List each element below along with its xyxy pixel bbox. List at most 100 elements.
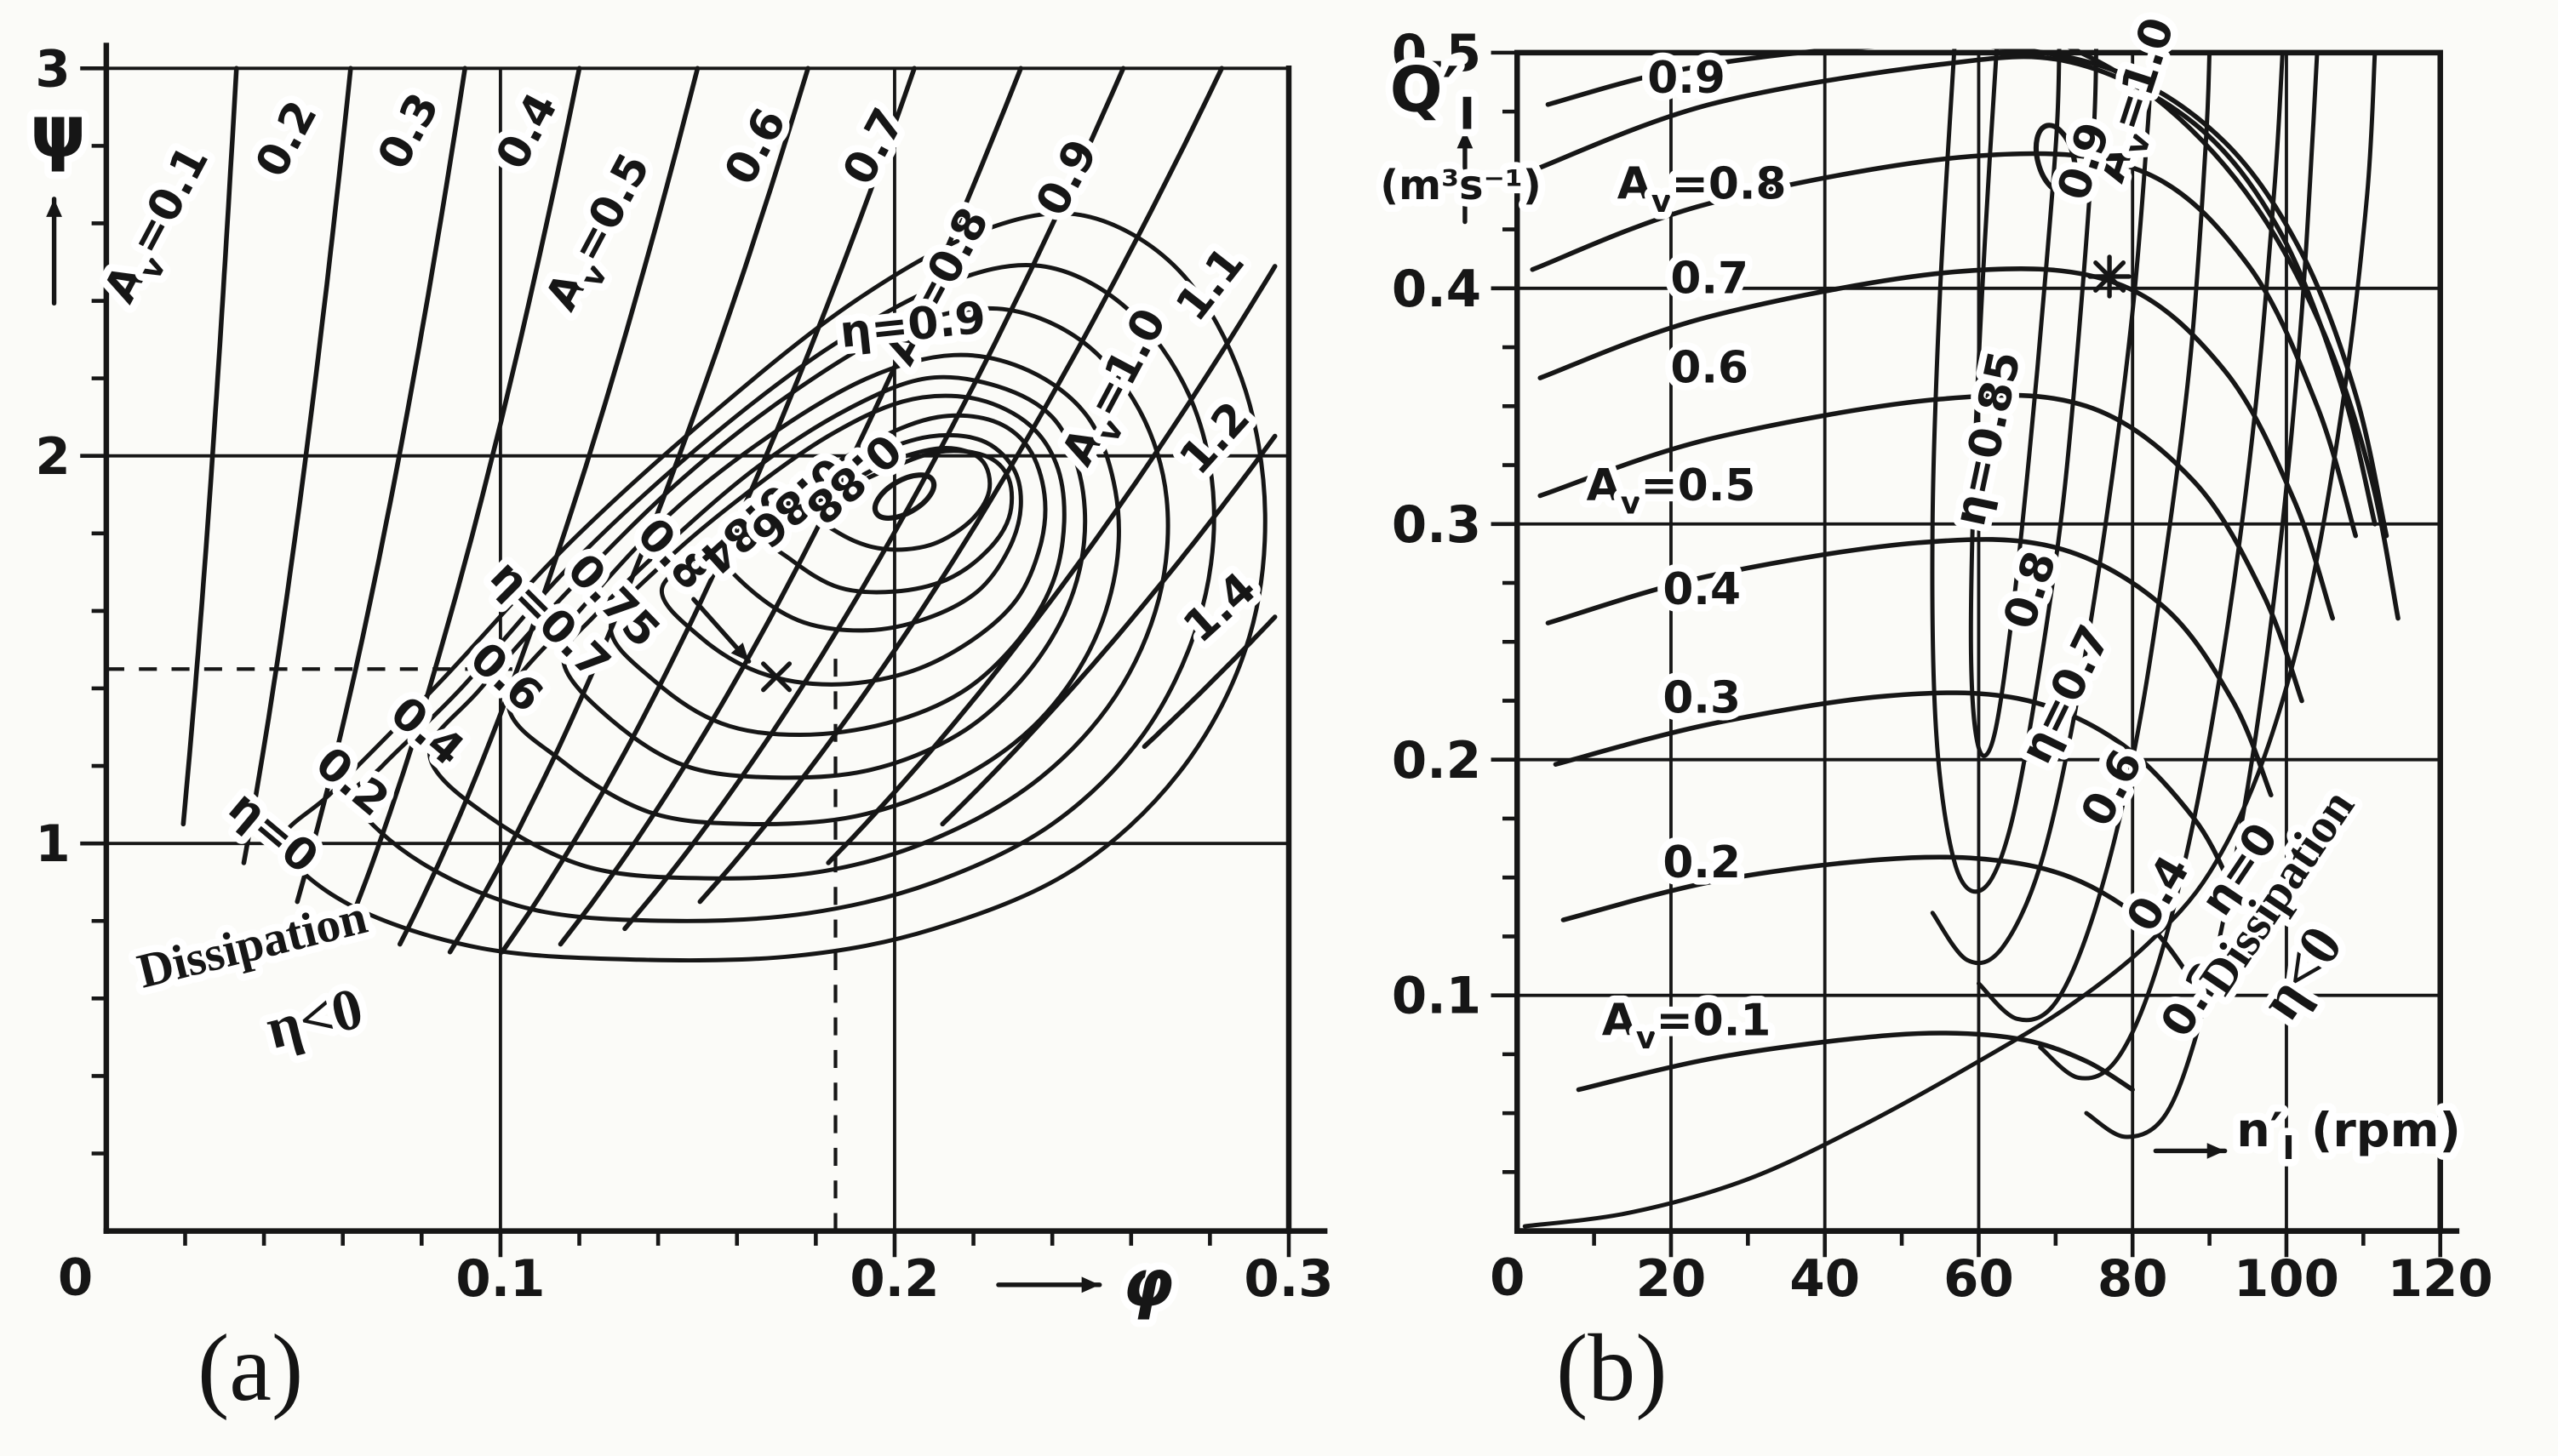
curve-label: 0.3 (368, 85, 449, 178)
valve-curve-Av=0.1 (180, 66, 239, 827)
curve-label: 0.3 (1662, 672, 1741, 723)
axes (103, 43, 1328, 1234)
tick-labels: 0.1 0.2 0.3 0.4 0.5 20 40 60 80 100 120 0 (1392, 25, 2493, 1309)
efficiency-contour-0.84 (715, 432, 1023, 633)
curve-label: 0.9 (1027, 131, 1108, 224)
valve-curve-1.2 (940, 433, 1278, 827)
arrow-head (1081, 1276, 1100, 1293)
tick-label: 1 (35, 815, 70, 874)
cross-stroke (761, 661, 793, 693)
valve-curve-Av=0.1 (1576, 1031, 2135, 1093)
curve-label: 0.4 (2117, 848, 2200, 940)
valve-curve-0.7 (1530, 151, 2359, 539)
ticks (1491, 50, 2443, 1258)
valve-curve-1.4 (1142, 614, 1278, 750)
tick-label: 0 (1490, 1248, 1525, 1307)
tick-label: 0.4 (1392, 260, 1481, 319)
tick-label: 80 (2097, 1250, 2168, 1309)
curve-label: 0.7 (833, 100, 915, 193)
tick-label: 0.2 (1392, 732, 1481, 791)
x-axis-title: φ (1123, 1247, 1174, 1322)
valve-curve-Av=0.5 (1537, 392, 2304, 704)
tick-label: 0.2 (850, 1250, 939, 1309)
star-ray (2093, 260, 2126, 293)
arrow-head (730, 642, 749, 662)
valve-curve-0.9 (622, 66, 1126, 932)
curve-label: 0.7 (1670, 253, 1748, 304)
curve-label: η=0.85 (1944, 346, 2031, 530)
best-point-cross (761, 661, 793, 693)
caption-a: (a) (197, 1316, 304, 1421)
y-axis-units: (m³s⁻¹) (1380, 163, 1541, 209)
tick-label: 0.3 (1392, 496, 1481, 555)
efficiency-contour-0.86 (753, 448, 1015, 595)
arrow-head (46, 198, 62, 217)
curve-label: 0.2 (1662, 837, 1741, 888)
efficiency-contour-0 (281, 211, 1268, 963)
curve-label: 0.6 (715, 100, 797, 193)
valve-curve-0.7 (500, 66, 917, 955)
valve-curve-1.1 (826, 264, 1278, 865)
curve-label: η=0.9 (838, 292, 988, 358)
efficiency-contour-0.8 (659, 413, 1048, 687)
x-axis-title: n′I (rpm) (2236, 1103, 2461, 1168)
y-axis-arrow (46, 197, 62, 306)
efficiency-contour-0.7 (1930, 50, 2155, 966)
tick-label: 3 (35, 40, 70, 99)
ticks (80, 66, 1291, 1258)
tick-label: 100 (2234, 1250, 2339, 1309)
best-point-arrow (691, 597, 752, 664)
curves (180, 66, 1278, 963)
efficiency-contour-0.85 (1968, 49, 2062, 758)
panel-b: 0.10.20.30.40.520 40 60 80 100 12000.9Av=0.80… (1373, 4, 2493, 1309)
efficiency-contour-0.7 (561, 374, 1088, 780)
curve-label: 0.6 (1670, 343, 1748, 394)
tick-label: 2 (35, 428, 70, 487)
valve-curve-0.2 (241, 66, 353, 865)
valve-curve-0.6 (447, 66, 810, 955)
efficiency-contour-0.2 (2084, 50, 2320, 1139)
valve-curve-0.2 (1560, 854, 2197, 986)
best-point-star (2087, 254, 2132, 299)
curve-label: Av=0.1 (1602, 996, 1771, 1056)
curve-label: Av=0.5 (1587, 460, 1756, 521)
y-axis-arrow (1456, 128, 1474, 225)
tick-label: 0.3 (1244, 1250, 1333, 1309)
curve-label: Av=0.8 (1617, 159, 1787, 220)
curve-label: Av=1.0 (1052, 300, 1185, 478)
arrow-head (1456, 130, 1474, 149)
valve-curve-0.4 (1545, 537, 2274, 798)
efficiency-contour-0.4 (427, 305, 1170, 881)
valve-curve-0.3 (1553, 690, 2235, 892)
curve-label: 0.4 (381, 687, 473, 776)
valve-curve-0.6 (1537, 266, 2336, 621)
valve-curve-Av=0.8 (558, 66, 1023, 947)
valve-curve-0.3 (295, 66, 467, 905)
best-efficiency-ellipse (2033, 123, 2078, 195)
curve-label: 0.6 (2071, 742, 2153, 835)
tick-label: 20 (1636, 1250, 1707, 1309)
x-axis-arrow (2153, 1143, 2228, 1159)
tick-label: 60 (1943, 1250, 2014, 1309)
tick-label: 0.1 (455, 1250, 545, 1309)
valve-curve-Av=1.0 (2067, 49, 2401, 621)
valve-curve-0.4 (345, 66, 582, 932)
curve-label: 0.4 (486, 85, 568, 178)
efficiency-contour-0.88 (802, 446, 993, 552)
x-axis-arrow (996, 1276, 1102, 1293)
caption-b: (b) (1556, 1316, 1668, 1421)
curves (1522, 49, 2401, 1229)
tick-labels: 1 2 3 0.1 0.2 0.3 0 (35, 40, 1333, 1309)
tick-label: 120 (2388, 1250, 2493, 1309)
valve-curve-Av=1.0 (697, 66, 1225, 905)
curve-label: 0.9 (1647, 53, 1725, 104)
curve-label: η=0 (219, 781, 328, 884)
best-efficiency-ellipse (872, 472, 937, 521)
tick-label: 0 (58, 1248, 93, 1307)
curve-label: 0.4 (1662, 564, 1741, 615)
arrow-head (2206, 1143, 2225, 1159)
efficiency-contour-0.2 (351, 262, 1216, 923)
